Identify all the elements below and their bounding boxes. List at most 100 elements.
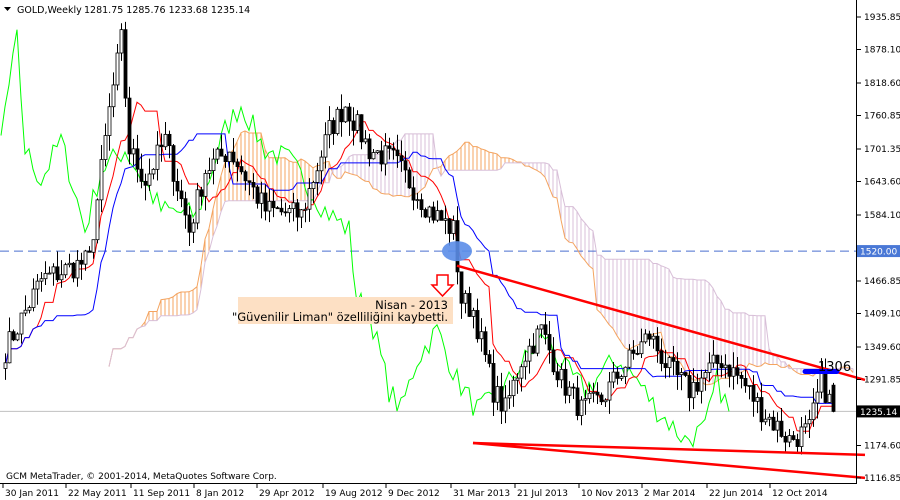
x-tick-label: 22 May 2011 [68,489,127,499]
candle-body [691,381,696,399]
candle-body [711,354,716,364]
candle-body [15,333,20,341]
candle-body [35,280,40,290]
y-tick-label: 1584.10 [864,211,900,221]
candle-body [359,114,364,143]
candle-body [675,360,680,375]
candle-body [651,335,656,340]
candle-body [483,331,488,356]
candle-body [659,350,664,364]
candle-body [783,436,788,443]
candle-body [647,333,652,340]
candle-body [511,379,516,397]
candle-body [743,378,748,387]
level-label: 1306 [818,360,851,375]
price-tag-bg [857,405,900,418]
candle-body [803,423,808,428]
candle-body [527,345,532,362]
candle-body [771,416,776,431]
candle-body [387,145,392,149]
candle-body [191,222,196,233]
copyright: GCM MetaTrader, © 2001-2014, MetaQuotes … [6,472,277,482]
candle-body [31,288,36,308]
candle-body [383,145,388,165]
candle-body [211,158,216,171]
candle-body [263,192,268,212]
candle-body [295,202,300,218]
candle-body [807,419,812,425]
candle-body [83,250,88,265]
candle-body [467,293,472,317]
candle-body [327,120,332,136]
candle-body [63,264,68,276]
candle-body [435,210,440,221]
candle-body [507,395,512,399]
candle-body [579,399,584,416]
kijun-sen-line [4,133,833,404]
candle-body [87,250,92,253]
candle-body [503,397,508,412]
candle-body [411,187,416,201]
candle-body [563,368,568,396]
candle-body [163,133,168,148]
candle-body [127,97,132,155]
symbol-title: GOLD,Weekly [17,5,82,16]
trendline [472,441,866,457]
x-tick-label: 8 Jan 2012 [196,489,244,499]
candle-body [787,435,792,443]
dropdown-triangle-icon[interactable] [4,7,11,11]
annotation-box [238,297,453,324]
y-tick-label: 1643.60 [864,178,900,188]
candle-body [319,156,324,172]
candle-body [243,171,248,182]
candle-body [287,208,292,214]
candle-body [695,381,700,392]
candle-body [335,108,340,134]
y-tick-label: 1935.85 [864,13,900,23]
candle-body [271,200,276,209]
candle-body [715,354,720,364]
candle-body [799,426,804,447]
candle-body [615,371,620,379]
breakdown-marker [442,241,472,262]
candle-body [251,182,256,188]
y-tick-label: 1818.60 [864,79,900,89]
ohlc-values: 1281.75 1285.76 1233.68 1235.14 [84,5,250,16]
candle-body [183,198,188,216]
down-arrow-icon [430,274,455,298]
candle-body [831,384,836,412]
candle-body [203,173,208,197]
candle-body [719,363,724,369]
candle-body [459,271,464,304]
candle-body [391,148,396,151]
candle-body [43,273,48,280]
candle-body [551,349,556,373]
candle-body [47,272,52,275]
candle-body [591,391,596,394]
candle-body [479,331,484,340]
candle-body [231,151,236,163]
candle-body [495,386,500,403]
candle-body [735,367,740,376]
candle-body [759,397,764,423]
candle-body [291,202,296,209]
x-tick-label: 19 Aug 2012 [325,489,383,499]
chikou-span-line [0,29,730,449]
annotation-line1: Nisan - 2013 [375,298,448,312]
candle-body [107,106,112,136]
candle-body [143,180,148,186]
candle-body [703,372,708,379]
candle-body [131,148,136,155]
y-axis: 1935.85 1878.10 1818.60 1760.85 1701.35 1643.… [857,13,900,484]
y-tick-label: 1349.60 [864,343,900,353]
candle-body [475,310,480,340]
candle-body [59,274,64,281]
candle-body [539,324,544,330]
candle-body [219,148,224,157]
x-tick-label: 12 Oct 2014 [772,489,828,499]
candle-body [627,349,632,368]
candle-body [755,397,760,402]
candle-body [239,166,244,173]
candle-body [815,391,820,404]
